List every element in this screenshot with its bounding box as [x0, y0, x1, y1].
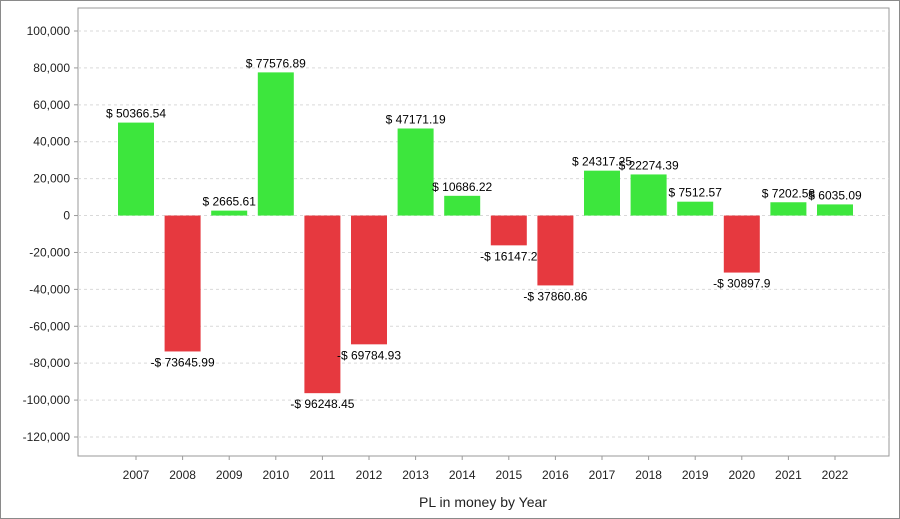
- bar-2018: [630, 174, 667, 216]
- data-label-2016: -$ 37860.86: [523, 289, 587, 303]
- y-tick-label: -20,000: [29, 245, 70, 259]
- bar-2016: [537, 215, 574, 286]
- x-tick-label-2020: 2020: [728, 468, 755, 482]
- data-label-2017: $ 24317.25: [572, 155, 632, 169]
- y-tick-label: -120,000: [23, 430, 71, 444]
- data-label-2012: -$ 69784.93: [337, 348, 401, 362]
- x-axis: 2007 2008 2009 2010 2011 2012 2013 2014 2015 2016…: [123, 456, 849, 482]
- bar-2009: [211, 210, 248, 216]
- bar-2013: [397, 128, 434, 216]
- bar-2007: [118, 122, 154, 216]
- bar-2017: [584, 170, 620, 216]
- bar-2008: [164, 215, 201, 352]
- x-tick-label-2008: 2008: [169, 468, 196, 482]
- bar-2011: [304, 215, 341, 394]
- x-tick-label-2013: 2013: [402, 468, 429, 482]
- x-tick-label-2015: 2015: [495, 468, 522, 482]
- x-tick-label-2011: 2011: [309, 468, 335, 482]
- data-label-2009: $ 2665.61: [203, 195, 257, 209]
- x-tick-label-2017: 2017: [589, 468, 616, 482]
- x-tick-label-2019: 2019: [682, 468, 709, 482]
- y-tick-label: 80,000: [33, 61, 70, 75]
- data-label-2007: $ 50366.54: [106, 107, 166, 121]
- x-tick-label-2009: 2009: [216, 468, 243, 482]
- data-labels: $ 50366.54 -$ 73645.99 $ 2665.61 $ 77576.89…: [106, 56, 862, 411]
- x-tick-label-2012: 2012: [356, 468, 383, 482]
- bar-2019: [677, 201, 714, 216]
- bar-2014: [444, 195, 481, 216]
- y-tick-label: -60,000: [29, 319, 70, 333]
- y-tick-label: 20,000: [33, 172, 70, 186]
- x-tick-label-2021: 2021: [775, 468, 802, 482]
- bars: [118, 72, 853, 394]
- y-tick-label: -40,000: [29, 282, 70, 296]
- data-label-2014: $ 10686.22: [432, 180, 492, 194]
- y-tick-label: -100,000: [23, 393, 71, 407]
- y-axis: 100,000 80,000 60,000 40,000 20,000 0 -20,000 -…: [23, 24, 78, 444]
- y-tick-label: -80,000: [29, 356, 70, 370]
- data-label-2019: $ 7512.57: [669, 186, 723, 200]
- x-tick-label-2016: 2016: [542, 468, 569, 482]
- x-tick-label-2022: 2022: [822, 468, 849, 482]
- data-label-2018: $ 22274.39: [619, 158, 679, 172]
- bar-2021: [770, 202, 807, 216]
- bar-2022: [817, 204, 853, 216]
- y-tick-label: 60,000: [33, 98, 70, 112]
- x-axis-title: PL in money by Year: [419, 494, 547, 510]
- x-tick-label-2010: 2010: [262, 468, 289, 482]
- bar-2012: [351, 215, 387, 345]
- y-tick-label: 40,000: [33, 135, 70, 149]
- y-tick-label: 100,000: [27, 24, 71, 38]
- data-label-2013: $ 47171.19: [386, 112, 446, 126]
- x-tick-label-2018: 2018: [635, 468, 662, 482]
- data-label-2011: -$ 96248.45: [290, 397, 354, 411]
- x-tick-label-2007: 2007: [123, 468, 150, 482]
- data-label-2021: $ 7202.58: [762, 186, 816, 200]
- data-label-2015: -$ 16147.2: [480, 249, 538, 263]
- y-tick-label: 0: [63, 209, 70, 223]
- data-label-2020: -$ 30897.9: [713, 277, 771, 291]
- data-label-2008: -$ 73645.99: [151, 355, 215, 369]
- bar-2015: [490, 215, 527, 246]
- data-label-2010: $ 77576.89: [246, 56, 306, 70]
- data-label-2022: $ 6035.09: [808, 188, 862, 202]
- x-tick-label-2014: 2014: [449, 468, 476, 482]
- bar-2020: [723, 215, 760, 273]
- bar-2010: [257, 72, 294, 216]
